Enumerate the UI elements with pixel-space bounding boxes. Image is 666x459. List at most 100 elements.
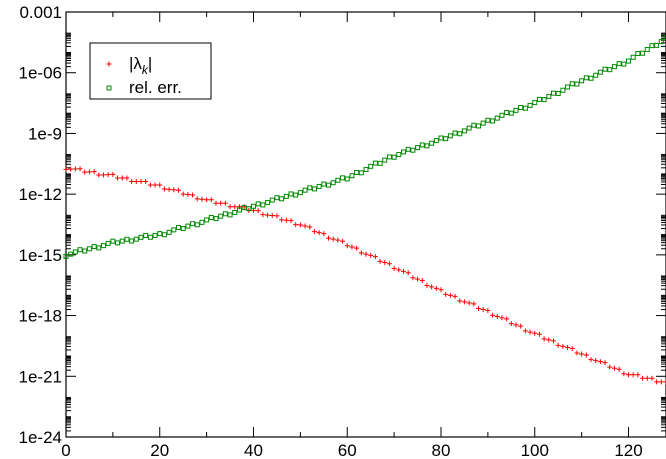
rel-err-point [255, 201, 261, 207]
lambda-point [461, 299, 467, 305]
lambda-point [199, 196, 205, 202]
series-rel-err [63, 35, 666, 259]
rel-err-point [213, 216, 219, 222]
rel-err-point [555, 90, 561, 96]
rel-err-point [461, 128, 467, 134]
rel-err-point [86, 246, 92, 252]
rel-err-point [560, 87, 566, 93]
lambda-point [133, 178, 139, 184]
data-points [63, 35, 666, 385]
lambda-point [405, 270, 411, 276]
lambda-point [326, 235, 331, 241]
rel-err-point [466, 125, 472, 131]
rel-err-point [504, 109, 510, 115]
lambda-point [513, 322, 519, 328]
lambda-point [316, 230, 322, 236]
lambda-point [597, 359, 603, 365]
lambda-point [574, 350, 580, 356]
legend-label-lambda-main: |λ [129, 54, 142, 73]
rel-err-point [274, 195, 280, 201]
rel-err-point [401, 149, 406, 155]
x-tick-label: 60 [338, 441, 357, 459]
lambda-point [626, 372, 631, 378]
lambda-point [232, 204, 238, 210]
lambda-point [91, 169, 97, 175]
lambda-point [522, 328, 528, 334]
rel-err-point [344, 176, 350, 182]
legend-label-lambda: |λk| [129, 54, 152, 77]
rel-err-point [260, 202, 266, 208]
rel-err-point [363, 167, 369, 173]
lambda-point [124, 175, 130, 181]
lambda-point [555, 342, 561, 348]
rel-err-point [405, 146, 411, 152]
rel-err-point [607, 67, 613, 73]
lambda-point [466, 300, 472, 306]
rel-err-point [443, 136, 449, 142]
lambda-point [640, 375, 646, 381]
x-tick-label: 80 [432, 441, 451, 459]
rel-err-point [297, 190, 303, 196]
rel-err-point [354, 169, 360, 175]
rel-err-point [508, 110, 514, 116]
rel-err-point [115, 240, 121, 246]
rel-err-point [433, 138, 439, 144]
rel-err-point [536, 96, 542, 102]
rel-err-point [218, 213, 224, 219]
lambda-point [161, 186, 167, 192]
rel-err-point [569, 81, 575, 87]
lambda-point [565, 344, 571, 350]
rel-err-point [396, 152, 402, 158]
lambda-point [616, 366, 622, 372]
rel-err-point [499, 112, 505, 118]
rel-err-point [82, 248, 88, 254]
rel-err-point [147, 234, 153, 240]
lambda-point [166, 186, 172, 192]
rel-err-point [429, 140, 435, 146]
lambda-point [208, 197, 214, 203]
rel-err-point [588, 75, 594, 81]
lambda-point [541, 336, 547, 342]
lambda-point [293, 222, 299, 228]
rel-err-point [321, 181, 327, 187]
lambda-point [72, 166, 78, 172]
lambda-point [569, 345, 575, 351]
rel-err-point [476, 123, 481, 129]
rel-err-point [133, 236, 139, 242]
lambda-point [476, 305, 481, 311]
legend-label-lambda-sub: k [142, 63, 149, 77]
rel-err-point [208, 215, 214, 221]
lambda-point [218, 200, 224, 206]
lambda-point [504, 316, 510, 322]
lambda-point [621, 371, 627, 377]
rel-err-point [372, 160, 378, 166]
rel-err-point [190, 221, 196, 227]
legend-marker-square [106, 85, 112, 91]
rel-err-point [143, 233, 149, 239]
lambda-point [63, 166, 69, 172]
rel-err-point [330, 180, 336, 186]
rel-err-point [541, 97, 547, 103]
legend: |λk| rel. err. [89, 42, 212, 100]
lambda-point [663, 379, 666, 385]
rel-err-point [621, 61, 627, 67]
lambda-point [560, 343, 566, 349]
rel-err-point [546, 93, 552, 99]
lambda-point [105, 172, 111, 178]
lambda-point [593, 358, 599, 364]
rel-err-point [236, 207, 242, 213]
lambda-point [532, 330, 538, 336]
rel-err-point [382, 157, 388, 163]
lambda-point [649, 375, 655, 381]
lambda-point [288, 218, 294, 224]
lambda-point [630, 372, 636, 378]
y-tick-label: 1e-15 [19, 246, 62, 265]
axis-tick-labels: 0 20 40 60 80 100 120 1e-24 1e-21 1e-18 1e-15 1e-12… [19, 3, 643, 459]
rel-err-point [222, 211, 228, 217]
rel-err-point [626, 58, 631, 64]
rel-err-point [635, 50, 641, 56]
rel-err-point [630, 54, 636, 60]
y-tick-label: 1e-12 [19, 185, 62, 204]
rel-err-point [480, 120, 486, 126]
